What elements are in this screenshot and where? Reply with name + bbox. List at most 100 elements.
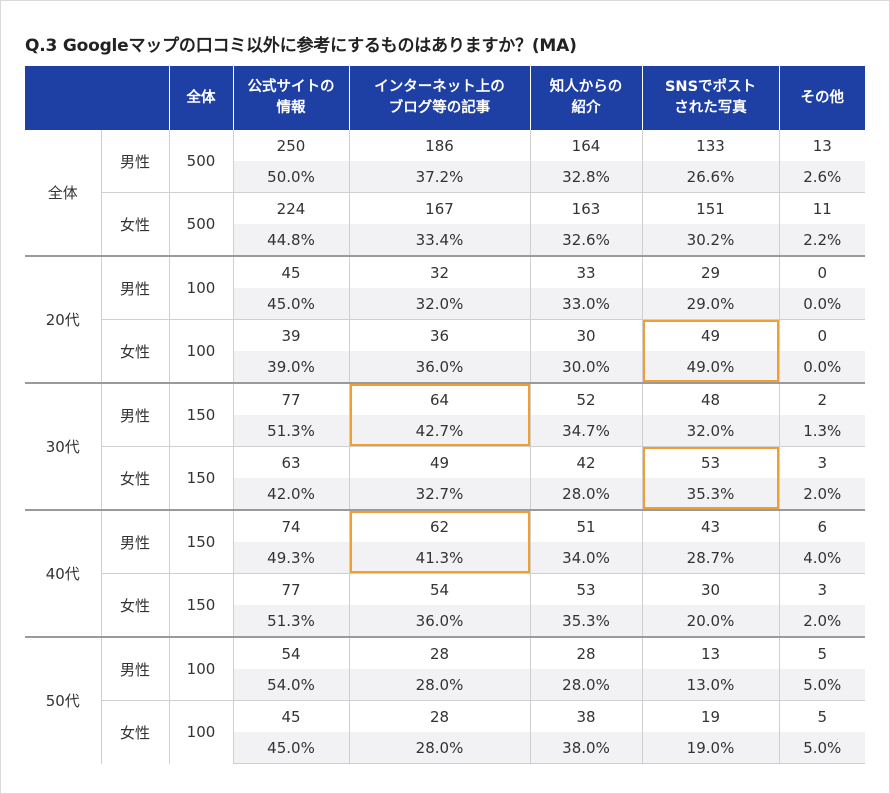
count-cell: 167	[348, 192, 530, 224]
count-cell: 42	[529, 446, 642, 478]
percent-cell: 2.0%	[778, 478, 865, 510]
percent-cell: 32.0%	[641, 415, 779, 447]
percent-cell: 0.0%	[778, 351, 865, 383]
table-row-percent: 42.0% 32.7% 28.0% 35.3% 2.0%	[25, 478, 865, 510]
percent-cell: 28.7%	[641, 542, 779, 574]
table-row-percent: 44.8% 33.4% 32.6% 30.2% 2.2%	[25, 224, 865, 256]
percent-cell: 34.7%	[529, 415, 642, 447]
group-label: 20代	[25, 255, 101, 383]
percent-cell: 39.0%	[232, 351, 349, 383]
count-cell: 64	[348, 382, 530, 415]
percent-cell: 32.7%	[348, 478, 530, 510]
percent-cell: 42.7%	[348, 415, 530, 447]
table-row-percent: 54.0% 28.0% 28.0% 13.0% 5.0%	[25, 669, 865, 701]
header-col-sns-photo: SNSでポスト された写真	[641, 66, 779, 130]
count-cell: 28	[529, 636, 642, 669]
count-cell: 77	[232, 382, 349, 415]
count-cell: 3	[778, 446, 865, 478]
gender-label: 女性	[100, 192, 169, 256]
percent-cell: 2.2%	[778, 224, 865, 256]
percent-cell: 19.0%	[641, 732, 779, 764]
percent-cell: 26.6%	[641, 161, 779, 193]
results-table: 全体 公式サイトの 情報 インターネット上の ブログ等の記事 知人からの 紹介 SNS…	[25, 66, 865, 764]
sample-size: 100	[168, 319, 233, 383]
count-cell: 54	[348, 573, 530, 605]
percent-cell: 28.0%	[348, 732, 530, 764]
table-row-count: 女性 500 224 167 163 151 11	[25, 192, 865, 256]
percent-cell: 38.0%	[529, 732, 642, 764]
percent-cell: 36.0%	[348, 351, 530, 383]
percent-cell: 35.3%	[529, 605, 642, 637]
percent-cell: 4.0%	[778, 542, 865, 574]
percent-cell: 28.0%	[529, 669, 642, 701]
percent-cell: 37.2%	[348, 161, 530, 193]
count-cell: 43	[641, 509, 779, 542]
count-cell: 74	[232, 509, 349, 542]
gender-label: 女性	[100, 446, 169, 510]
table-row-percent: 49.3% 41.3% 34.0% 28.7% 4.0%	[25, 542, 865, 574]
percent-cell: 20.0%	[641, 605, 779, 637]
header-col-blog: インターネット上の ブログ等の記事	[348, 66, 530, 130]
count-cell: 28	[348, 700, 530, 732]
table-row-count: 女性 150 63 49 42 53 3	[25, 446, 865, 510]
percent-cell: 36.0%	[348, 605, 530, 637]
count-cell: 32	[348, 255, 530, 288]
table-row-percent: 50.0% 37.2% 32.8% 26.6% 2.6%	[25, 161, 865, 193]
count-cell: 29	[641, 255, 779, 288]
percent-cell: 28.0%	[348, 669, 530, 701]
table-row-percent: 39.0% 36.0% 30.0% 49.0% 0.0%	[25, 351, 865, 383]
count-cell: 6	[778, 509, 865, 542]
header-col-acquaintance: 知人からの 紹介	[529, 66, 642, 130]
count-cell: 62	[348, 509, 530, 542]
gender-label: 女性	[100, 573, 169, 637]
percent-cell: 51.3%	[232, 605, 349, 637]
header-col-official-site: 公式サイトの 情報	[232, 66, 349, 130]
percent-cell: 34.0%	[529, 542, 642, 574]
table-body: 全体 男性 500 250 186 164 133 13 50.0% 37.2% 32.8% 26.6…	[25, 130, 865, 764]
gender-label: 男性	[100, 255, 169, 320]
count-cell: 250	[232, 130, 349, 161]
chart-title: Q.3 Googleマップの口コミ以外に参考にするものはありますか？(MA)	[25, 36, 577, 56]
header-col-other: その他	[778, 66, 865, 130]
percent-cell: 42.0%	[232, 478, 349, 510]
table-row-count: 20代 男性 100 45 32 33 29 0	[25, 255, 865, 383]
count-cell: 77	[232, 573, 349, 605]
count-cell: 36	[348, 319, 530, 351]
count-cell: 30	[529, 319, 642, 351]
sample-size: 150	[168, 509, 233, 574]
table-row-percent: 45.0% 32.0% 33.0% 29.0% 0.0%	[25, 288, 865, 320]
percent-cell: 41.3%	[348, 542, 530, 574]
count-cell: 5	[778, 636, 865, 669]
count-cell: 0	[778, 319, 865, 351]
count-cell: 28	[348, 636, 530, 669]
sample-size: 500	[168, 130, 233, 193]
header-row: 全体 公式サイトの 情報 インターネット上の ブログ等の記事 知人からの 紹介 SNS…	[25, 66, 865, 130]
percent-cell: 35.3%	[641, 478, 779, 510]
count-cell: 151	[641, 192, 779, 224]
count-cell: 13	[778, 130, 865, 161]
count-cell: 63	[232, 446, 349, 478]
count-cell: 54	[232, 636, 349, 669]
header-blank	[25, 66, 169, 130]
percent-cell: 30.2%	[641, 224, 779, 256]
gender-label: 男性	[100, 509, 169, 574]
group-label: 40代	[25, 509, 101, 637]
group-label: 30代	[25, 382, 101, 510]
table-row-percent: 51.3% 36.0% 35.3% 20.0% 2.0%	[25, 605, 865, 637]
count-cell: 186	[348, 130, 530, 161]
gender-label: 女性	[100, 700, 169, 764]
gender-label: 女性	[100, 319, 169, 383]
percent-cell: 49.0%	[641, 351, 779, 383]
sample-size: 100	[168, 255, 233, 320]
count-cell: 53	[529, 573, 642, 605]
percent-cell: 1.3%	[778, 415, 865, 447]
gender-label: 男性	[100, 382, 169, 447]
percent-cell: 33.4%	[348, 224, 530, 256]
gender-label: 男性	[100, 130, 169, 193]
count-cell: 53	[641, 446, 779, 478]
group-label: 全体	[47, 184, 78, 202]
percent-cell: 0.0%	[778, 288, 865, 320]
table-row-count: 女性 100 39 36 30 49 0	[25, 319, 865, 383]
percent-cell: 33.0%	[529, 288, 642, 320]
sample-size: 100	[168, 636, 233, 701]
